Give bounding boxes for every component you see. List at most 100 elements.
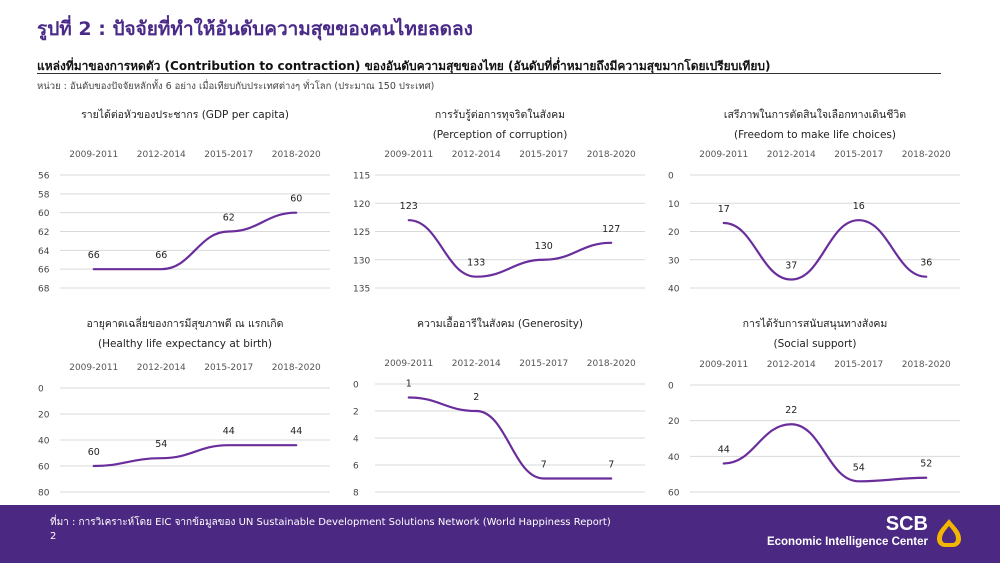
data-label: 130 <box>535 241 553 252</box>
y-tick-label: 60 <box>668 489 680 499</box>
data-label: 44 <box>290 426 302 437</box>
series-line <box>722 423 928 483</box>
y-tick-label: 20 <box>668 417 680 427</box>
x-tick-label: 2015-2017 <box>519 359 568 369</box>
chart-social-support: การได้รับการสนับสนุนทางสังคม (Social supp… <box>668 317 960 499</box>
chart-freedom-life-choices: เสรีภาพในการตัดสินใจเลือกทางเดินชีวิต (Fr… <box>668 108 960 295</box>
y-tick-label: 40 <box>38 437 50 447</box>
header-divider <box>37 73 941 74</box>
scb-logo-icon <box>937 519 961 547</box>
y-tick-label: 30 <box>668 256 680 266</box>
data-label: 66 <box>88 250 100 261</box>
y-tick-label: 40 <box>668 453 680 463</box>
series-line <box>407 396 613 480</box>
chart-gdp-per-capita: รายได้ต่อหัวของประชากร (GDP per capita) 2… <box>38 108 330 295</box>
data-label: 17 <box>718 204 730 215</box>
x-tick-label: 2012-2014 <box>767 150 816 160</box>
y-tick-label: 58 <box>38 190 50 200</box>
x-tick-label: 2015-2017 <box>204 150 253 160</box>
x-tick-label: 2009-2011 <box>699 150 748 160</box>
chart-subtitle: (Perception of corruption) <box>433 129 568 141</box>
series-line <box>722 219 928 281</box>
chart-title: การได้รับการสนับสนุนทางสังคม <box>743 317 888 330</box>
series-line <box>92 211 298 271</box>
data-label: 127 <box>602 224 620 235</box>
x-tick-label: 2009-2011 <box>384 150 433 160</box>
page-title: รูปที่ 2 : ปัจจัยที่ทำให้อันดับความสุขขอ… <box>37 18 473 40</box>
x-tick-label: 2015-2017 <box>834 150 883 160</box>
footer-bar: ที่มา : การวิเคราะห์โดย EIC จากข้อมูลของ… <box>0 505 1000 563</box>
y-tick-label: 125 <box>353 228 370 238</box>
series-line <box>407 219 613 278</box>
chart-perception-of-corruption: การรับรู้ต่อการทุจริตในสังคม (Perception … <box>353 108 645 295</box>
data-label: 60 <box>88 447 100 458</box>
x-tick-label: 2018-2020 <box>902 150 951 160</box>
x-tick-label: 2012-2014 <box>137 363 186 373</box>
page-number: 2 <box>50 531 57 542</box>
y-tick-label: 0 <box>353 381 359 391</box>
x-tick-label: 2012-2014 <box>767 360 816 370</box>
page-subtitle: แหล่งที่มาของการหดตัว (Contribution to c… <box>37 59 771 73</box>
chart-healthy-life-expectancy: อายุคาดเฉลี่ยของการมีสุขภาพดี ณ แรกเกิด (… <box>38 316 330 499</box>
series-line <box>92 444 298 468</box>
brand-block: SCB Economic Intelligence Center <box>767 513 928 549</box>
x-tick-label: 2015-2017 <box>834 360 883 370</box>
data-label: 54 <box>853 462 865 473</box>
y-tick-label: 0 <box>38 385 44 395</box>
data-label: 22 <box>785 405 797 416</box>
y-tick-label: 135 <box>353 285 370 295</box>
data-label: 54 <box>155 439 167 450</box>
y-tick-label: 68 <box>38 285 50 295</box>
data-label: 123 <box>400 201 418 212</box>
x-tick-label: 2018-2020 <box>272 150 321 160</box>
data-label: 7 <box>608 460 614 471</box>
y-tick-label: 40 <box>668 285 680 295</box>
y-tick-label: 56 <box>38 172 50 182</box>
x-tick-label: 2009-2011 <box>69 150 118 160</box>
data-label: 16 <box>853 201 865 212</box>
chart-title: ความเอื้ออารีในสังคม (Generosity) <box>417 316 583 330</box>
data-label: 7 <box>541 460 547 471</box>
data-label: 52 <box>920 459 932 470</box>
chart-title: อายุคาดเฉลี่ยของการมีสุขภาพดี ณ แรกเกิด <box>87 316 284 330</box>
x-tick-label: 2009-2011 <box>384 359 433 369</box>
x-tick-label: 2012-2014 <box>452 359 501 369</box>
y-tick-label: 120 <box>353 200 370 210</box>
y-tick-label: 130 <box>353 256 370 266</box>
x-tick-label: 2015-2017 <box>204 363 253 373</box>
y-tick-label: 8 <box>353 489 359 499</box>
source-note: ที่มา : การวิเคราะห์โดย EIC จากข้อมูลของ… <box>50 517 611 528</box>
brand-subtitle: Economic Intelligence Center <box>766 536 928 548</box>
y-tick-label: 20 <box>668 228 680 238</box>
data-label: 66 <box>155 250 167 261</box>
x-tick-label: 2012-2014 <box>137 150 186 160</box>
y-tick-label: 80 <box>38 489 50 499</box>
y-tick-label: 20 <box>38 411 50 421</box>
y-tick-label: 0 <box>668 172 674 182</box>
data-label: 37 <box>785 261 797 272</box>
y-tick-label: 66 <box>38 266 50 276</box>
y-tick-label: 2 <box>353 408 359 418</box>
y-tick-label: 64 <box>38 247 50 257</box>
chart-title: รายได้ต่อหัวของประชากร (GDP per capita) <box>81 108 289 121</box>
data-label: 133 <box>467 258 485 269</box>
x-tick-label: 2015-2017 <box>519 150 568 160</box>
y-tick-label: 62 <box>38 228 49 238</box>
y-tick-label: 115 <box>353 172 370 182</box>
chart-subtitle: (Social support) <box>774 338 857 350</box>
x-tick-label: 2018-2020 <box>272 363 321 373</box>
y-tick-label: 0 <box>668 382 674 392</box>
chart-title: การรับรู้ต่อการทุจริตในสังคม <box>435 108 565 121</box>
chart-subtitle: (Healthy life expectancy at birth) <box>98 338 272 350</box>
data-label: 1 <box>406 379 412 390</box>
x-tick-label: 2018-2020 <box>587 359 636 369</box>
x-tick-label: 2018-2020 <box>902 360 951 370</box>
chart-generosity: ความเอื้ออารีในสังคม (Generosity) 2009-20… <box>353 316 645 499</box>
data-label: 44 <box>718 444 730 455</box>
data-label: 2 <box>473 392 479 403</box>
data-label: 36 <box>920 258 932 269</box>
y-tick-label: 4 <box>353 435 359 445</box>
data-label: 60 <box>290 194 302 205</box>
x-tick-label: 2009-2011 <box>69 363 118 373</box>
y-tick-label: 60 <box>38 209 50 219</box>
